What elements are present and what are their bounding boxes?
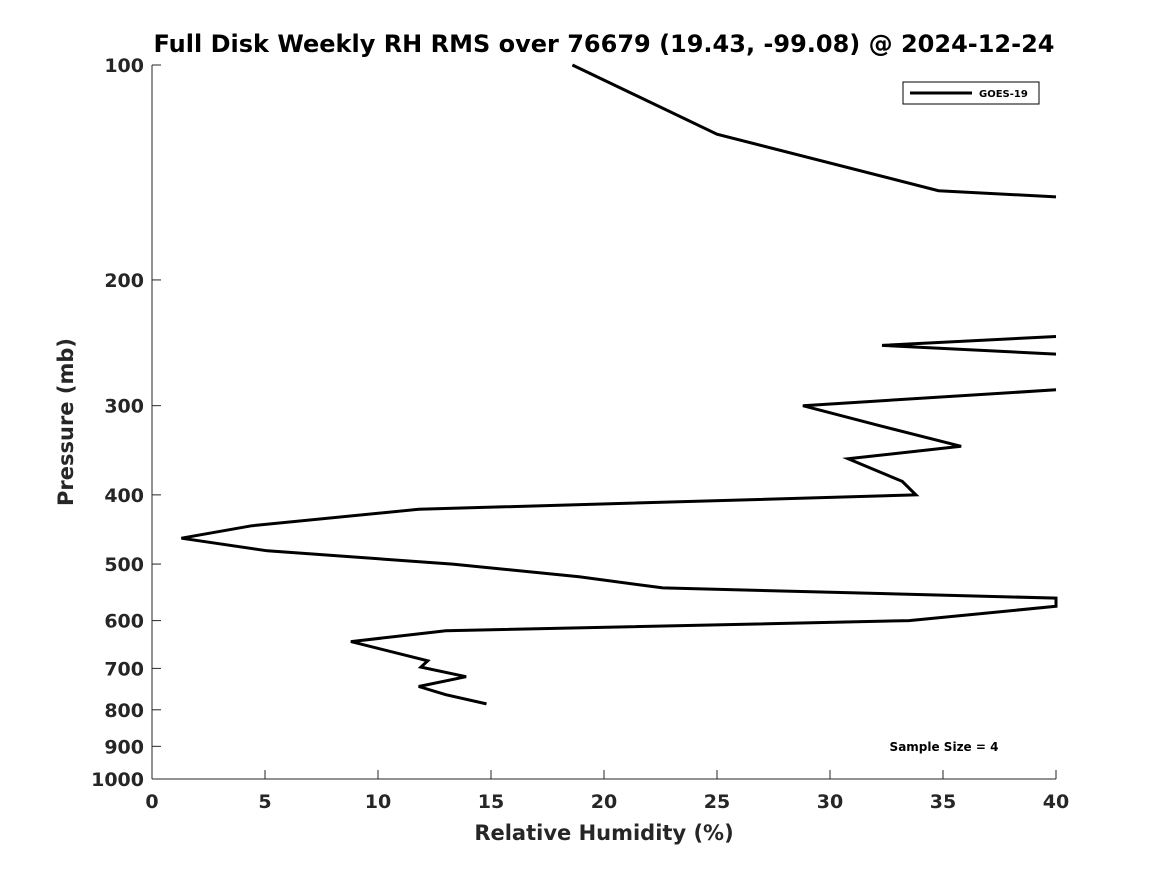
y-tick-label: 100 [104,55,144,77]
series-line-goes-19-segment-1 [571,63,1057,199]
x-tick-label: 5 [258,791,271,813]
sample-size-annotation: Sample Size = 4 [890,740,999,754]
series-line-goes-19-segment-3 [181,388,1058,706]
x-tick-label: 30 [817,791,843,813]
x-tick-label: 35 [930,791,956,813]
series-line-goes-19-segment-2 [881,335,1057,356]
x-tick-label: 15 [478,791,504,813]
x-tick-label: 10 [365,791,391,813]
y-tick-label: 500 [104,554,144,576]
x-axis-label: Relative Humidity (%) [474,821,733,845]
x-tick-label: 25 [704,791,730,813]
y-tick-label: 1000 [91,769,144,791]
y-tick-label: 900 [104,736,144,758]
y-tick-label: 300 [104,396,144,418]
legend-label-goes-19: GOES-19 [979,89,1028,100]
x-tick-label: 20 [591,791,617,813]
y-tick-label: 400 [104,485,144,507]
y-tick-label: 600 [104,611,144,633]
x-tick-label: 0 [145,791,158,813]
y-axis-label: Pressure (mb) [54,338,78,506]
plot-area [181,63,1058,706]
legend: GOES-19 [902,81,1040,105]
chart-title: Full Disk Weekly RH RMS over 76679 (19.4… [153,30,1054,58]
x-tick-label: 40 [1043,791,1069,813]
y-tick-label: 700 [104,658,144,680]
axes: 0 5 10 15 20 25 30 35 40 100 200 300 400 500 600 700 800… [91,55,1069,813]
y-tick-label: 200 [104,270,144,292]
y-tick-label: 800 [104,700,144,722]
